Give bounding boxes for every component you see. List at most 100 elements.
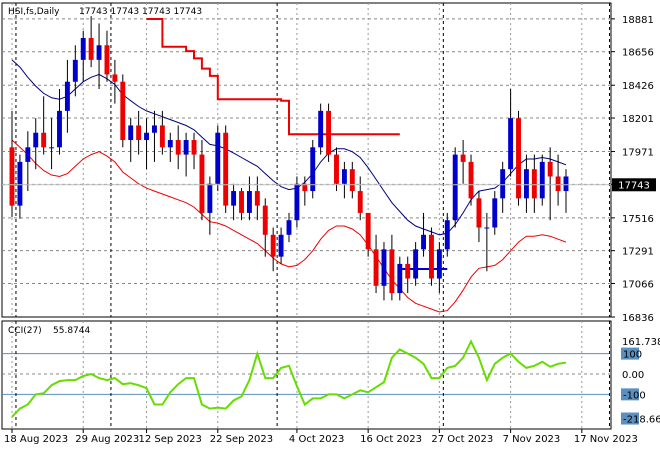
candle [278, 227, 284, 264]
candle-body [286, 220, 292, 235]
candle-body [294, 183, 300, 221]
candle-body [516, 118, 521, 199]
candle-body [310, 147, 316, 192]
envelope-lines [11, 59, 567, 313]
x-tick-label: 7 Nov 2023 [503, 434, 561, 445]
candle [539, 154, 545, 206]
y-tick-label: 18201 [622, 114, 654, 125]
candle [159, 110, 165, 155]
candle [167, 132, 173, 162]
candle-body [508, 118, 514, 170]
candle-body [207, 183, 213, 213]
cci-value-label: 55.8744 [53, 326, 90, 336]
candle-body [555, 176, 561, 192]
cci-y-tick-label: 161.7385 [622, 337, 660, 348]
candle-body [104, 45, 110, 75]
candle [262, 198, 268, 257]
candle-body [25, 147, 31, 162]
candle [96, 23, 102, 90]
candle [381, 242, 387, 301]
candle-body [136, 125, 142, 141]
y-tick-label: 17516 [622, 214, 654, 225]
candle [547, 147, 553, 221]
candle [33, 118, 39, 170]
candle-body [436, 249, 442, 279]
candle-body [120, 81, 126, 141]
candle [246, 176, 252, 221]
candle [72, 45, 78, 97]
candle-body [484, 227, 490, 229]
candle-body [33, 132, 39, 148]
candle-body [270, 234, 276, 257]
candle [476, 191, 482, 243]
candle-body [239, 191, 244, 213]
envelope-upper-line [11, 59, 567, 236]
candle [128, 118, 134, 162]
candle-body [429, 234, 434, 279]
candle-body [254, 191, 260, 206]
current-price-label: 17743 [618, 180, 650, 191]
candle [25, 131, 31, 192]
cci-level-badge [621, 388, 639, 401]
candle-body [444, 220, 450, 250]
sar-line [146, 18, 400, 136]
candle-body [246, 191, 252, 213]
cci-level-badge [621, 412, 639, 425]
candle-body [341, 169, 347, 184]
y-tick-label: 17291 [622, 247, 654, 258]
candle-body [199, 154, 205, 213]
candle [286, 212, 292, 243]
x-tick-label: 22 Sep 2023 [210, 434, 273, 445]
candle-body [468, 161, 474, 199]
candle [531, 154, 537, 213]
candle-body [531, 169, 537, 199]
candle [175, 125, 181, 170]
candle [357, 176, 363, 221]
y-tick-label: 18426 [622, 81, 654, 92]
x-tick-label: 17 Nov 2023 [574, 434, 638, 445]
candle-body [318, 110, 324, 148]
candle [64, 59, 70, 133]
candle-body [397, 263, 403, 294]
cci-y-tick-label: 0.00 [622, 370, 644, 381]
x-tick-label: 4 Oct 2023 [289, 434, 344, 445]
candle-body [563, 176, 569, 192]
candle [112, 59, 118, 104]
candle-body [500, 169, 506, 199]
candle-body [413, 249, 419, 279]
candle [484, 212, 490, 272]
candle [223, 125, 229, 213]
candle-body [389, 249, 395, 294]
candle-body [223, 132, 229, 206]
cci-level-badge [621, 347, 639, 360]
candle [144, 118, 149, 170]
candle-body [112, 74, 118, 82]
candle [468, 154, 474, 206]
candle-body [96, 45, 102, 60]
candle-body [64, 81, 70, 111]
cci-dashed-verticals [11, 321, 611, 429]
candle-body [365, 212, 371, 250]
candle-body [144, 132, 149, 141]
candle [389, 234, 395, 301]
candle [516, 110, 521, 206]
candle [444, 212, 450, 257]
candle-body [80, 37, 86, 60]
x-tick-label: 12 Sep 2023 [139, 434, 202, 445]
candle-body [183, 140, 189, 155]
candle-body [17, 161, 23, 206]
candle [500, 161, 506, 213]
candle [9, 110, 15, 218]
candle-body [175, 140, 181, 155]
candle-body [405, 263, 411, 279]
candle [341, 161, 347, 199]
y-tick-label: 18881 [622, 15, 654, 26]
candle [120, 74, 126, 148]
candle-body [9, 147, 15, 206]
candle-body [159, 125, 165, 148]
candle [413, 242, 419, 286]
candle [349, 161, 355, 199]
candle-body [539, 161, 545, 199]
candle [460, 140, 466, 184]
candle [207, 176, 213, 235]
